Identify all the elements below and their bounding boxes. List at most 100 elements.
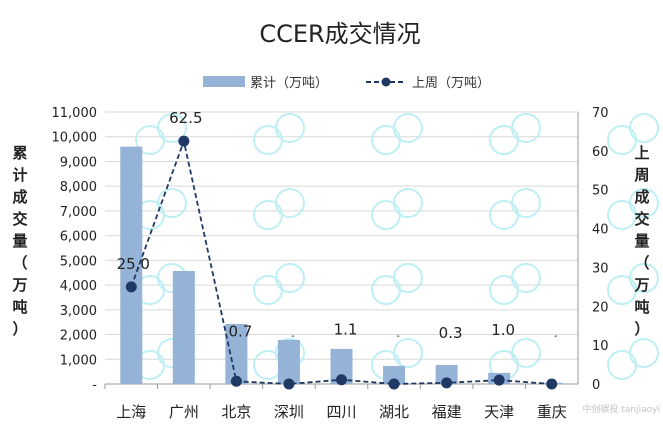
watermark-logo <box>275 263 305 293</box>
watermark-logo <box>157 113 187 143</box>
watermark-text: 中创碳投 tanjiaoyi <box>583 403 660 415</box>
watermark-logo <box>607 200 637 230</box>
data-label: 0.7 <box>228 322 252 340</box>
axis-title-char: （ <box>634 254 649 272</box>
axis-title-char: 交 <box>634 210 649 228</box>
left-tick-label: 3,000 <box>60 304 97 319</box>
bar-福建 <box>435 364 458 384</box>
chart-title: CCER成交情况 <box>259 20 420 48</box>
x-tick-label: 四川 <box>326 403 356 421</box>
left-tick-label: 10,000 <box>52 131 98 146</box>
watermark-logo <box>607 275 637 305</box>
right-tick-label: 40 <box>592 223 609 238</box>
data-label: - <box>554 331 558 342</box>
watermark-logo <box>489 200 519 230</box>
data-label: - <box>396 331 400 342</box>
axis-title-char: ） <box>12 320 27 338</box>
watermark-logo <box>371 275 401 305</box>
x-tick-label: 福建 <box>432 403 462 421</box>
x-tick-label: 深圳 <box>274 403 304 421</box>
right-tick-label: 20 <box>592 300 609 315</box>
axis-title-char: 量 <box>634 232 649 250</box>
line-point <box>336 374 347 386</box>
right-tick-label: 50 <box>592 184 609 199</box>
line-point <box>125 281 137 293</box>
bar-上海 <box>120 146 143 384</box>
data-label: 1.1 <box>334 321 358 339</box>
axis-title-char: 万 <box>11 276 27 294</box>
watermark-logo <box>511 338 541 368</box>
watermark-logo <box>393 188 423 218</box>
watermark-logo <box>489 275 519 305</box>
legend: 累计（万吨） 上周（万吨） <box>203 76 490 91</box>
watermark-logo <box>511 113 541 143</box>
left-tick-label: 8,000 <box>60 180 97 195</box>
right-tick-label: 70 <box>592 106 609 121</box>
x-tick-label: 重庆 <box>537 403 567 421</box>
watermark-logo <box>371 200 401 230</box>
axis-title-char: 量 <box>12 232 27 250</box>
axis-title-char: 万 <box>633 276 649 294</box>
watermark-logo <box>275 113 305 143</box>
x-tick-label: 上海 <box>116 403 146 421</box>
right-tick-label: 0 <box>592 378 600 393</box>
x-tick-label: 广州 <box>169 403 199 421</box>
data-label: 25.0 <box>117 255 150 273</box>
left-tick-label: 1,000 <box>60 353 97 368</box>
axis-title-char: 成 <box>12 188 27 206</box>
line-point <box>230 375 242 387</box>
axis-title-char: 累 <box>12 144 27 162</box>
watermark-logo <box>393 113 423 143</box>
line-point <box>283 378 295 390</box>
watermark-logo <box>511 263 541 293</box>
axis-title-char: 成 <box>634 188 649 206</box>
watermark-logo <box>253 275 283 305</box>
watermark-logo <box>253 200 283 230</box>
legend-bar-label: 累计（万吨） <box>250 76 328 91</box>
axis-title-char: ） <box>634 320 649 338</box>
data-label: 1.0 <box>491 321 515 339</box>
bar-北京 <box>225 323 248 384</box>
left-tick-label: 7,000 <box>60 205 97 220</box>
line-point <box>546 378 558 390</box>
watermark-logo <box>629 263 659 293</box>
data-label: 0.3 <box>439 324 463 342</box>
line-point <box>388 378 400 390</box>
left-tick-label: 9,000 <box>60 155 97 170</box>
x-tick-label: 湖北 <box>379 403 409 421</box>
axis-title-char: 周 <box>634 166 649 184</box>
axis-title-char: 上 <box>634 144 649 162</box>
watermark-logo <box>393 338 423 368</box>
watermark-logo <box>511 188 541 218</box>
left-tick-label: 5,000 <box>60 254 97 269</box>
watermark-logo <box>607 125 637 155</box>
axis-title-char: 计 <box>12 166 27 184</box>
line-point <box>441 377 453 389</box>
axis-title-char: 交 <box>12 210 27 228</box>
left-tick-label: 6,000 <box>60 230 97 245</box>
legend-line-label: 上周（万吨） <box>412 76 490 91</box>
bar-湖北 <box>383 365 406 384</box>
left-tick-label: - <box>92 378 97 393</box>
axis-title-char: 吨 <box>634 298 649 316</box>
bar-深圳 <box>277 339 300 384</box>
left-tick-label: 11,000 <box>52 106 98 121</box>
watermark-logo <box>607 350 637 380</box>
legend-bar-swatch <box>203 76 245 87</box>
bar-广州 <box>172 270 195 384</box>
right-tick-label: 60 <box>592 145 609 160</box>
watermark-logo <box>629 338 659 368</box>
right-tick-label: 30 <box>592 261 609 276</box>
x-tick-label: 北京 <box>221 403 251 421</box>
watermark-logo <box>489 125 519 155</box>
left-tick-label: 4,000 <box>60 279 97 294</box>
line-point <box>493 374 505 386</box>
watermark-logo <box>371 125 401 155</box>
watermark-logo <box>393 263 423 293</box>
right-tick-label: 10 <box>592 339 609 354</box>
bar-四川 <box>330 348 353 384</box>
data-label: 62.5 <box>169 109 202 127</box>
left-tick-label: 2,000 <box>60 329 97 344</box>
